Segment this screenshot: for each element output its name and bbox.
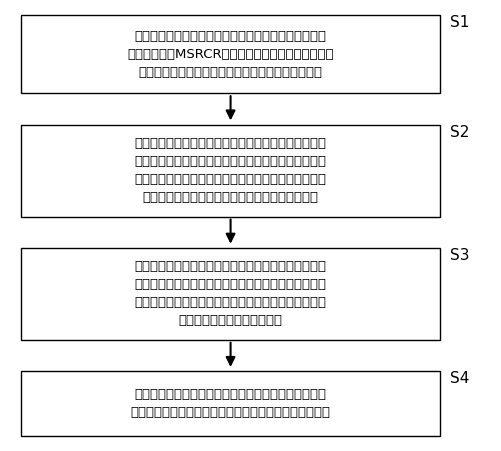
FancyBboxPatch shape <box>22 248 440 340</box>
FancyBboxPatch shape <box>22 371 440 436</box>
FancyBboxPatch shape <box>22 15 440 93</box>
Text: S3: S3 <box>450 248 469 263</box>
Text: S4: S4 <box>450 371 469 386</box>
Text: S1: S1 <box>450 15 469 30</box>
Text: 将多组融合分量进行逆向塔形变换，得到多模态融合图
像，为低能见度进近飞行情况下的监视视野图像进行增强: 将多组融合分量进行逆向塔形变换，得到多模态融合图 像，为低能见度进近飞行情况下的… <box>131 388 331 419</box>
Text: S2: S2 <box>450 124 469 140</box>
FancyBboxPatch shape <box>22 124 440 216</box>
Text: 分别对增强后的红外热成像、可见光图像进行图像轮廓
特征提取，基于图像轮廓特征中的角点特征进行特征匹
配，基于角点特征匹配结果利用最小二乘法计算分别得
到红外热成: 分别对增强后的红外热成像、可见光图像进行图像轮廓 特征提取，基于图像轮廓特征中的… <box>135 137 327 204</box>
Text: 分别对红外热成像、可见光图像的多模态图像配准图像
进行塔形分解变换，得到多层塔形分解分量，将同一层
的红外热成像塔形分解分量与可见光图像塔形分解分量
进行融合，: 分别对红外热成像、可见光图像的多模态图像配准图像 进行塔形分解变换，得到多层塔形… <box>135 260 327 327</box>
Text: 采集进近飞行过程中监视视野的红外热成像和可见光图
像，分别通过MSRCR算法对红外热成像进行增强处理
、基于多曝光图像融合法对可见光图像进行增强处理: 采集进近飞行过程中监视视野的红外热成像和可见光图 像，分别通过MSRCR算法对红… <box>127 30 334 78</box>
